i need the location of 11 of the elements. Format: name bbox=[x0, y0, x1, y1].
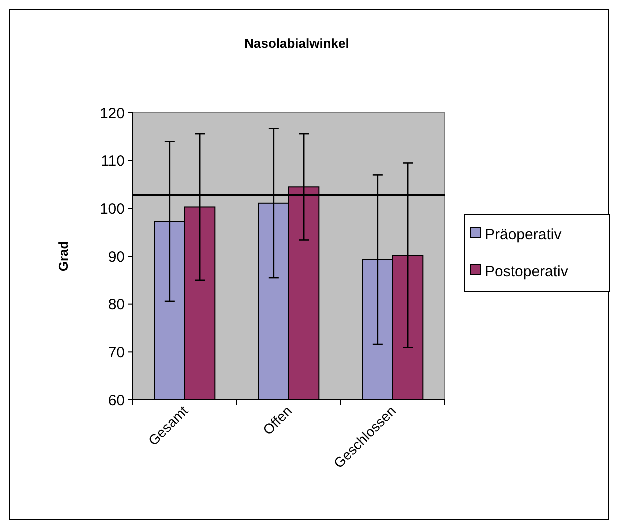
legend-label: Präoperativ bbox=[485, 226, 562, 244]
y-axis-title: Grad bbox=[56, 241, 71, 272]
y-tick-label: 80 bbox=[108, 296, 125, 314]
y-tick-label: 90 bbox=[108, 248, 125, 266]
y-tick-label: 120 bbox=[100, 105, 125, 122]
y-tick-label: 110 bbox=[101, 153, 125, 170]
chart-title: Nasolabialwinkel bbox=[244, 36, 350, 51]
y-tick-label: 100 bbox=[100, 200, 125, 218]
legend-label: Postoperativ bbox=[485, 263, 569, 280]
y-tick-label: 70 bbox=[108, 344, 125, 362]
y-tick-label: 60 bbox=[108, 392, 125, 410]
